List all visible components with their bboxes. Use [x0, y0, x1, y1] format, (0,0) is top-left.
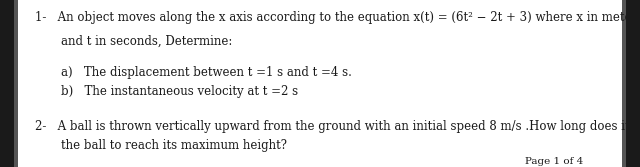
Text: a)   The displacement between t =1 s and t =4 s.: a) The displacement between t =1 s and t…: [61, 66, 351, 79]
Bar: [622, 0, 626, 167]
Text: 2-   A ball is thrown vertically upward from the ground with an initial speed 8 : 2- A ball is thrown vertically upward fr…: [35, 120, 640, 133]
Text: the ball to reach its maximum height?: the ball to reach its maximum height?: [61, 139, 287, 152]
Text: Page 1 of 4: Page 1 of 4: [525, 157, 583, 166]
Text: and t in seconds, Determine:: and t in seconds, Determine:: [61, 34, 232, 47]
Text: b)   The instantaneous velocity at t =2 s: b) The instantaneous velocity at t =2 s: [61, 85, 298, 98]
Text: 1-   An object moves along the x axis according to the equation x(t) = (6t² − 2t: 1- An object moves along the x axis acco…: [35, 11, 640, 24]
Bar: [14, 0, 18, 167]
Bar: [626, 0, 640, 167]
Bar: [0, 0, 14, 167]
